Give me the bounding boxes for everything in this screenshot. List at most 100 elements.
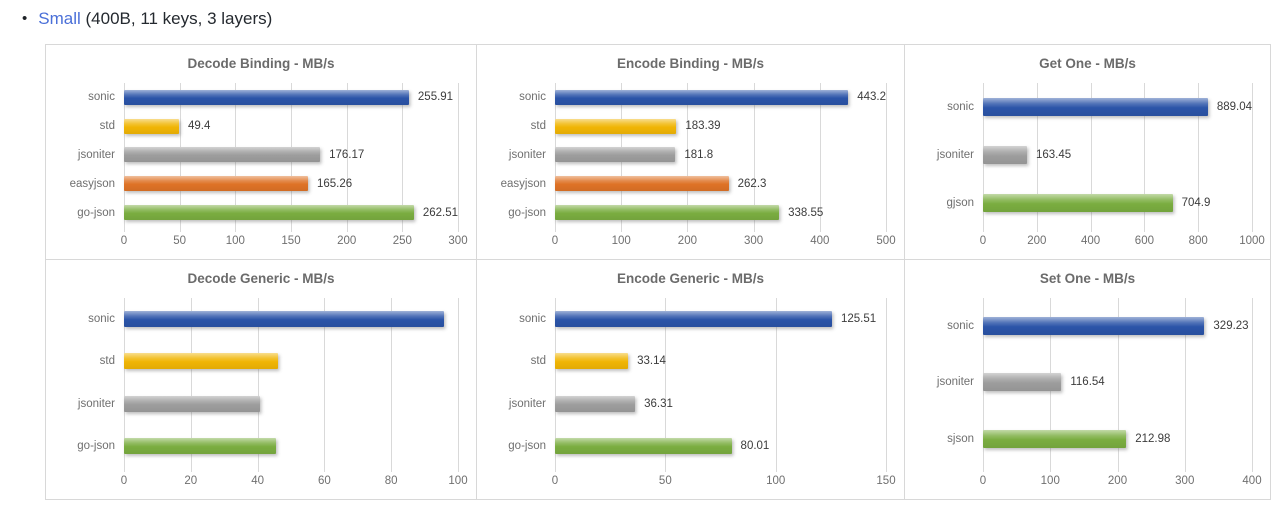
bar-row: 49.4 xyxy=(124,112,458,141)
category-label: easyjson xyxy=(500,177,546,190)
chart-body: sonic std jsoniter go-json xyxy=(46,294,476,472)
x-tick-label: 800 xyxy=(1188,235,1208,247)
gridline xyxy=(1036,83,1038,232)
gridline xyxy=(687,83,689,232)
bar-jsoniter xyxy=(124,395,260,412)
chart-title: Encode Binding - MB/s xyxy=(617,56,764,71)
x-tick-label: 40 xyxy=(251,475,264,487)
bar-sjson xyxy=(983,429,1127,448)
category-label: std xyxy=(99,355,115,368)
gridline xyxy=(886,298,887,472)
category-label: std xyxy=(530,120,546,133)
gridline xyxy=(1252,83,1253,232)
chart-title: Encode Generic - MB/s xyxy=(616,271,765,286)
bar-row: 36.31 xyxy=(555,383,886,425)
x-tick-label: 200 xyxy=(677,235,697,247)
bar-go-json xyxy=(124,437,277,454)
chart-panel-decode-binding: Decode Binding - MB/s sonic std jsoniter ea… xyxy=(46,45,477,260)
small-dataset-link[interactable]: Small xyxy=(38,9,81,28)
category-label: jsoniter xyxy=(77,397,115,410)
x-tick-label: 200 xyxy=(1107,475,1128,487)
x-tick-label: 0 xyxy=(120,235,128,247)
bar-row: 116.54 xyxy=(983,354,1252,410)
x-tick-label: 0 xyxy=(120,475,128,487)
category-axis: sonic std jsoniter go-json xyxy=(52,298,124,467)
category-label: jsoniter xyxy=(77,148,115,161)
gridline xyxy=(346,83,348,232)
x-axis: 0 100 200 300 400 xyxy=(980,472,1262,499)
x-tick-label: 500 xyxy=(876,235,896,247)
bar-gjson xyxy=(983,194,1173,212)
bar-value-label: 255.91 xyxy=(417,91,454,104)
category-label: sonic xyxy=(947,101,974,113)
chart-body: sonic std jsoniter go-json 125.51 33.14 36.31… xyxy=(477,294,904,472)
gridline xyxy=(458,298,459,472)
bar-jsoniter xyxy=(555,395,636,412)
bar-sonic xyxy=(555,89,849,105)
category-label: sonic xyxy=(88,91,115,104)
plot-area xyxy=(124,298,459,472)
bar-row: 212.98 xyxy=(983,411,1252,467)
plot-area: 125.51 33.14 36.31 80.01 xyxy=(555,298,887,472)
category-axis: sonic std jsoniter go-json xyxy=(483,298,555,467)
bar-value-label: 329.23 xyxy=(1213,320,1249,333)
x-tick-label: 100 xyxy=(225,235,245,247)
bar-sonic xyxy=(983,98,1208,116)
gridline xyxy=(555,298,556,472)
x-tick-label: 150 xyxy=(281,235,301,247)
bar-row: 33.14 xyxy=(555,340,886,382)
bar-row: 262.3 xyxy=(555,169,886,198)
benchmark-chart-grid: Decode Binding - MB/s sonic std jsoniter ea… xyxy=(45,44,1271,500)
x-tick-label: 0 xyxy=(551,235,559,247)
category-label: go-json xyxy=(508,206,546,219)
category-label: sonic xyxy=(947,320,974,333)
bar-row xyxy=(124,425,458,467)
bar-jsoniter xyxy=(983,373,1062,392)
gridline xyxy=(324,298,326,472)
bar-value-label: 889.04 xyxy=(1216,101,1252,113)
x-tick-label: 50 xyxy=(173,235,187,247)
category-label: sjson xyxy=(947,432,974,445)
gridline xyxy=(1198,83,1200,232)
gridline xyxy=(753,83,755,232)
plot-area: 329.23 116.54 212.98 xyxy=(983,298,1253,472)
bar-value-label: 183.39 xyxy=(685,120,721,133)
x-axis: 0 50 100 150 200 250 300 xyxy=(120,232,468,259)
bar-value-label: 262.3 xyxy=(737,177,767,190)
chart-title: Set One - MB/s xyxy=(1039,271,1136,286)
bar-value-label: 262.51 xyxy=(422,206,458,219)
gridline xyxy=(886,83,887,232)
x-tick-label: 50 xyxy=(658,475,672,487)
bar-row: 329.23 xyxy=(983,298,1252,354)
chart-panel-set-one: Set One - MB/s sonic jsoniter sjson 329.23… xyxy=(905,260,1270,499)
gridline xyxy=(1144,83,1146,232)
x-tick-label: 300 xyxy=(448,235,468,247)
bar-row xyxy=(124,298,458,340)
category-label: std xyxy=(530,355,546,368)
x-tick-label: 400 xyxy=(1242,475,1262,487)
x-tick-label: 150 xyxy=(876,475,896,487)
bar-value-label: 165.26 xyxy=(316,177,353,190)
gridline xyxy=(1117,298,1119,472)
bar-sonic xyxy=(124,311,445,328)
bar-std xyxy=(124,353,278,370)
bar-go-json xyxy=(555,205,780,221)
category-label: easyjson xyxy=(69,177,115,190)
dataset-description: (400B, 11 keys, 3 layers) xyxy=(80,9,273,28)
bar-value-label: 80.01 xyxy=(740,439,770,452)
bar-sonic xyxy=(983,317,1205,336)
category-label: sonic xyxy=(519,313,546,326)
category-label: go-json xyxy=(77,439,115,452)
x-tick-label: 300 xyxy=(744,235,764,247)
bar-row: 183.39 xyxy=(555,112,886,141)
gridline xyxy=(402,83,404,232)
list-item-small: • Small (400B, 11 keys, 3 layers) xyxy=(22,4,272,34)
category-label: jsoniter xyxy=(508,148,546,161)
x-tick-label: 100 xyxy=(1040,475,1060,487)
category-label: sonic xyxy=(88,313,115,326)
x-tick-label: 400 xyxy=(1081,235,1101,247)
x-tick-label: 400 xyxy=(810,235,830,247)
category-axis: sonic std jsoniter easyjson go-json xyxy=(52,83,124,227)
bar-row: 176.17 xyxy=(124,141,458,170)
